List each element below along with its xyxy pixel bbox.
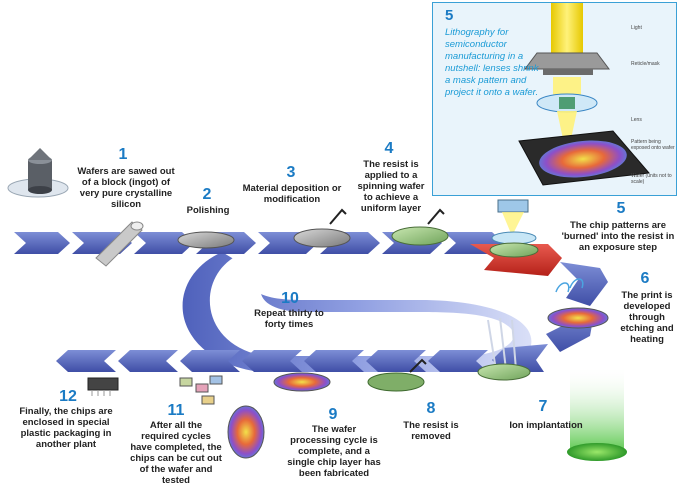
right-arrow-curve (546, 262, 608, 352)
step-2-number: 2 (202, 186, 212, 203)
ion-implantation-illustration (567, 366, 627, 461)
ion-wafer-illustration (477, 317, 531, 381)
step-1-number: 1 (118, 146, 128, 163)
step-6-label: The print is developed through etching a… (620, 290, 674, 345)
arrow-segment (180, 350, 240, 372)
inset-caption: Lithography for semiconductor manufactur… (445, 27, 539, 98)
arrow-segment (560, 262, 608, 306)
lithography-graphic (518, 3, 650, 186)
processed-wafer (273, 372, 331, 392)
arrow-segment (56, 350, 116, 372)
step-5-number: 5 (616, 200, 626, 217)
arrow-segment (14, 232, 70, 254)
resist-wafer (391, 226, 449, 246)
label-pattern-exposed: Pattern being exposed onto wafer (631, 139, 675, 151)
step-10-number: 10 (281, 290, 299, 307)
step-2-label: Polishing (186, 205, 230, 216)
step-7-label: Ion implantation (509, 420, 583, 431)
label-reticle-mask: Reticle/mask (631, 61, 660, 67)
step-11-label: After all the required cycles have compl… (130, 420, 222, 486)
arrow-segment (428, 350, 488, 372)
arrow-segment (366, 350, 426, 372)
label-wafer: Wafer (units not to scale) (631, 173, 672, 185)
arrow-segment (242, 350, 302, 372)
step-12-number: 12 (59, 388, 77, 405)
label-light: Light (631, 25, 642, 31)
step-10-label: Repeat thirty to forty times (254, 308, 324, 330)
bottom-arrow-row (56, 344, 548, 372)
step-12-label: Finally, the chips are enclosed in speci… (19, 406, 113, 450)
step-4-label: The resist is applied to a spinning wafe… (357, 159, 425, 214)
step-8-number: 8 (426, 400, 436, 417)
deposition-wafer (293, 228, 351, 248)
lithography-inset: 5 Lithography for semiconductor manufact… (432, 2, 677, 196)
resist-removed-wafer (367, 358, 427, 392)
packaged-chip-illustration (87, 377, 119, 396)
step-3-number: 3 (286, 164, 296, 181)
exposure-illustration (489, 199, 539, 258)
arrow-segment (118, 350, 178, 372)
step-8-label: The resist is removed (403, 420, 459, 442)
step-9-label: The wafer processing cycle is complete, … (287, 424, 381, 479)
top-arrow-row (14, 232, 562, 276)
development-illustration (547, 278, 609, 329)
arrow-segment (304, 350, 364, 372)
diced-chips-illustration (179, 375, 265, 459)
step-9-number: 9 (328, 406, 338, 423)
step-11-number: 11 (167, 402, 185, 419)
step-7-number: 7 (538, 398, 548, 415)
step-4-number: 4 (384, 140, 394, 157)
label-lens: Lens (631, 117, 642, 123)
step-6-number: 6 (640, 270, 650, 287)
step-5-label: The chip patterns are 'burned' into the … (561, 220, 675, 253)
polishing-tool-illustration (95, 221, 144, 267)
step-3-label: Material deposition or modification (242, 183, 342, 205)
loop-inner (209, 254, 514, 356)
ingot-illustration (7, 148, 69, 198)
polished-wafer (177, 231, 235, 249)
step-1-label: Wafers are sawed out of a block (ingot) … (77, 166, 175, 210)
inset-step-number: 5 (445, 7, 454, 24)
